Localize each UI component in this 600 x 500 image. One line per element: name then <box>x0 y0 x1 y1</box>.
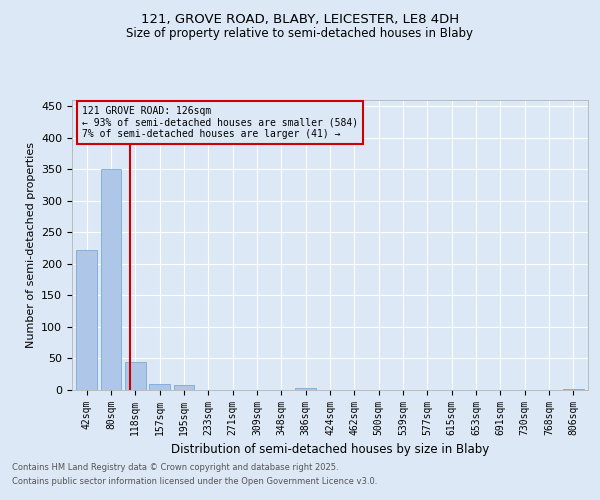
Bar <box>295 388 316 390</box>
Text: 121, GROVE ROAD, BLABY, LEICESTER, LE8 4DH: 121, GROVE ROAD, BLABY, LEICESTER, LE8 4… <box>141 12 459 26</box>
Bar <box>173 385 194 390</box>
Text: Contains HM Land Registry data © Crown copyright and database right 2025.: Contains HM Land Registry data © Crown c… <box>12 464 338 472</box>
Y-axis label: Number of semi-detached properties: Number of semi-detached properties <box>26 142 35 348</box>
Text: 121 GROVE ROAD: 126sqm
← 93% of semi-detached houses are smaller (584)
7% of sem: 121 GROVE ROAD: 126sqm ← 93% of semi-det… <box>82 106 358 139</box>
Bar <box>76 250 97 390</box>
Bar <box>101 168 121 390</box>
Bar <box>125 362 146 390</box>
Text: Contains public sector information licensed under the Open Government Licence v3: Contains public sector information licen… <box>12 477 377 486</box>
Bar <box>563 388 584 390</box>
Text: Distribution of semi-detached houses by size in Blaby: Distribution of semi-detached houses by … <box>171 442 489 456</box>
Text: Size of property relative to semi-detached houses in Blaby: Size of property relative to semi-detach… <box>127 28 473 40</box>
Bar <box>149 384 170 390</box>
